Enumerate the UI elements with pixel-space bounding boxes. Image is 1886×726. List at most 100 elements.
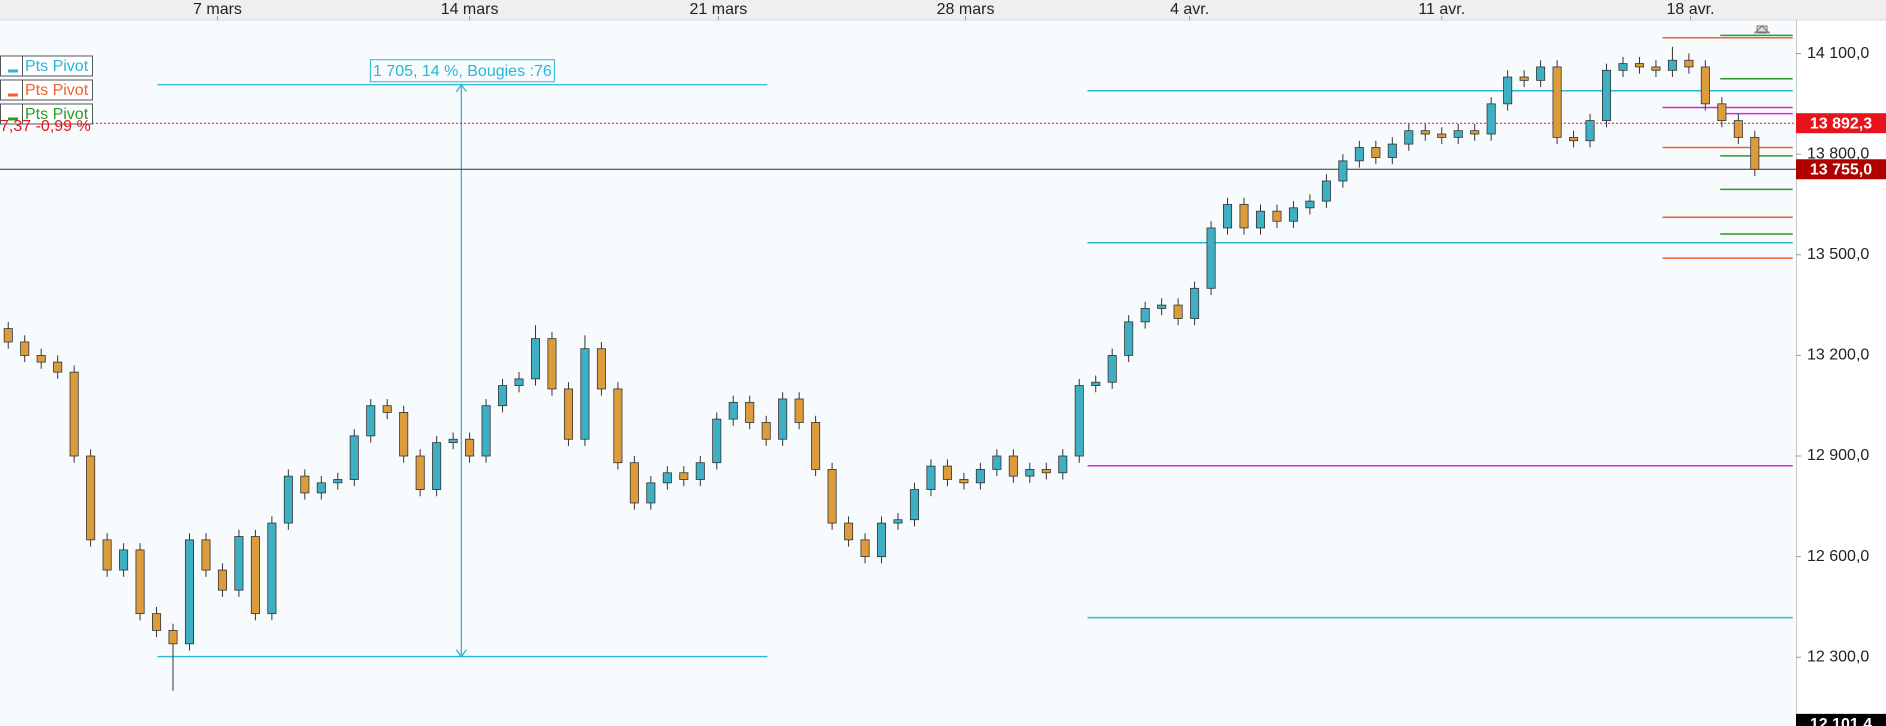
- candle-body: [860, 539, 870, 558]
- candle-body: [1173, 304, 1183, 319]
- candle-body: [844, 522, 854, 541]
- x-tick-label: 28 mars: [937, 1, 995, 18]
- candle-body: [1404, 130, 1414, 145]
- legend-label: Pts Pivot: [25, 58, 89, 75]
- candle-body: [1272, 210, 1282, 222]
- candle-body: [942, 465, 952, 480]
- candle-body: [36, 354, 46, 363]
- candle-body: [481, 405, 491, 457]
- y-tick-label: 13 500,0: [1807, 246, 1869, 263]
- candle-body: [909, 489, 919, 521]
- legend-label: Pts Pivot: [25, 106, 89, 123]
- candle-body: [1470, 130, 1480, 135]
- candle-body: [20, 341, 30, 356]
- price-marker-label: 12 101,4: [1810, 716, 1872, 726]
- candle-body: [547, 338, 557, 390]
- candle-body: [333, 479, 343, 484]
- candle-body: [1206, 227, 1216, 289]
- y-tick-label: 12 300,0: [1807, 648, 1869, 665]
- candle-body: [1124, 321, 1134, 356]
- candle-body: [217, 569, 227, 591]
- plot: 1 705, 14 %, Bougies :76: [0, 34, 1796, 691]
- candle-body: [102, 539, 112, 571]
- candle-body: [530, 338, 541, 380]
- candle-body: [1700, 66, 1710, 105]
- candle-body: [926, 465, 936, 490]
- candle-body: [283, 475, 293, 524]
- candle-body: [712, 418, 722, 464]
- legend-icon: [0, 79, 23, 101]
- candle-body: [1321, 180, 1331, 202]
- candle-body: [1305, 200, 1315, 209]
- candle-body: [1634, 63, 1644, 68]
- candle-body: [761, 422, 771, 440]
- candle-body: [695, 462, 705, 480]
- candle-body: [629, 462, 639, 504]
- candle-body: [893, 519, 903, 524]
- candle-body: [514, 378, 524, 386]
- candle-body: [1717, 103, 1727, 122]
- candle-body: [745, 401, 755, 423]
- candle-body: [959, 479, 969, 484]
- x-tick-label: 21 mars: [690, 1, 748, 18]
- candle-body: [1750, 136, 1760, 170]
- candle-body: [1025, 469, 1035, 477]
- measure-label: 1 705, 14 %, Bougies :76: [373, 63, 552, 80]
- candle-body: [53, 361, 63, 373]
- candle-body: [349, 435, 359, 480]
- x-tick-label: 7 mars: [193, 1, 242, 18]
- candle-body: [1437, 133, 1447, 138]
- candle-body: [1733, 120, 1743, 138]
- candle-body: [811, 422, 821, 470]
- candle-body: [399, 412, 409, 457]
- candle-body: [415, 455, 425, 490]
- candle-body: [877, 522, 887, 558]
- candle-body: [69, 371, 79, 457]
- measure-label-box: [369, 59, 555, 83]
- candle-body: [613, 388, 623, 464]
- candle-body: [1503, 76, 1513, 105]
- candle-body: [827, 469, 837, 524]
- candle-body: [1519, 76, 1529, 81]
- candle-body: [1190, 287, 1200, 319]
- price-marker-box: [1796, 159, 1886, 180]
- candle-body: [1091, 381, 1101, 386]
- candle-body: [1420, 130, 1430, 135]
- candle-body: [1585, 120, 1595, 142]
- candle-body: [1041, 469, 1051, 474]
- home-icon[interactable]: [1754, 25, 1770, 35]
- candle-body: [1618, 63, 1628, 71]
- y-tick-label: 13 200,0: [1807, 347, 1869, 364]
- candle-body: [1453, 130, 1463, 138]
- candle-body: [1569, 136, 1579, 142]
- candle-body: [1223, 204, 1233, 229]
- x-tick-label: 18 avr.: [1667, 1, 1715, 18]
- candle-body: [1651, 66, 1661, 71]
- candle-body: [119, 549, 129, 571]
- candle-body: [1354, 147, 1364, 162]
- candle-body: [563, 388, 573, 440]
- candle-body: [465, 438, 475, 457]
- candle-body: [794, 398, 804, 423]
- x-tick-label: 4 avr.: [1170, 1, 1209, 18]
- plot-background: [0, 20, 1796, 726]
- candle-body: [679, 472, 689, 480]
- candle-body: [3, 328, 13, 343]
- candle-body: [1371, 147, 1381, 158]
- change-label: 7,37 -0,99 %: [0, 118, 91, 135]
- candle-body: [1684, 59, 1694, 68]
- candle-body: [267, 522, 277, 615]
- legend-label: Pts Pivot: [25, 82, 89, 99]
- candle-body: [382, 405, 392, 413]
- candle-body: [646, 482, 656, 504]
- y-tick-label: 12 600,0: [1807, 548, 1869, 565]
- candle-body: [1486, 103, 1496, 135]
- candle-body: [1239, 204, 1249, 229]
- candle-body: [1058, 455, 1068, 474]
- candle-body: [168, 630, 178, 645]
- candle-body: [152, 613, 162, 631]
- x-tick-label: 11 avr.: [1418, 1, 1465, 18]
- candle-body: [1552, 66, 1562, 138]
- price-marker-box: [1796, 713, 1886, 726]
- candle-body: [432, 442, 442, 490]
